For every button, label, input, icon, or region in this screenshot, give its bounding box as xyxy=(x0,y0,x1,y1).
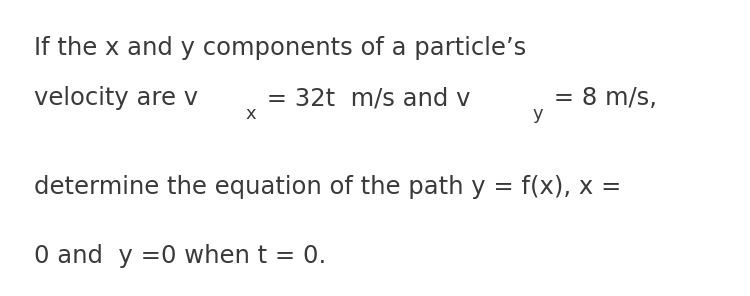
Text: determine the equation of the path y = f(x), x =: determine the equation of the path y = f… xyxy=(34,175,621,199)
Text: y: y xyxy=(532,105,543,123)
Text: If the x and y components of a particle’s: If the x and y components of a particle’… xyxy=(34,36,526,59)
Text: = 8 m/s,: = 8 m/s, xyxy=(546,86,657,110)
Text: = 32t  m/s and v: = 32t m/s and v xyxy=(260,86,471,110)
Text: x: x xyxy=(245,105,256,123)
Text: velocity are v: velocity are v xyxy=(34,86,198,110)
Text: 0 and  y =0 when t = 0.: 0 and y =0 when t = 0. xyxy=(34,244,326,268)
